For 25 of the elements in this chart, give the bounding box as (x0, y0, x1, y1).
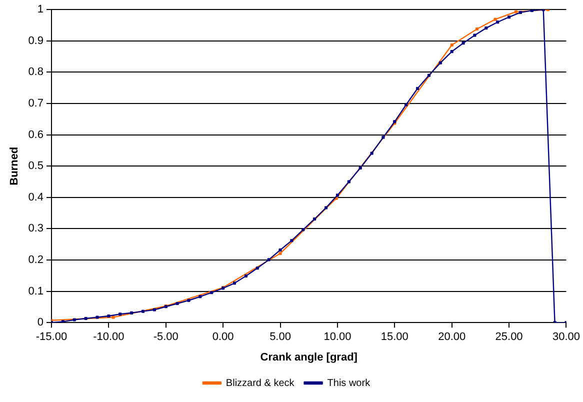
x-tick-label: 15.00 (380, 331, 408, 344)
legend-label: Blizzard & keck (226, 378, 296, 389)
x-tick-label: 30.00 (552, 331, 580, 344)
y-tick-label: 0.7 (28, 98, 44, 110)
y-tick-label: 0.5 (28, 160, 44, 172)
y-tick-label: 0.3 (28, 222, 44, 235)
x-tick-label: 5.00 (270, 331, 291, 344)
x-tick-label: 10.00 (324, 331, 352, 344)
x-tick-label: -5.00 (153, 331, 178, 344)
x-tick-label: -10.00 (93, 331, 124, 344)
y-tick-label: 0.8 (28, 66, 44, 78)
y-tick-label: 0.9 (28, 34, 44, 47)
y-tick-label: 0.4 (28, 191, 44, 204)
x-tick-label: 20.00 (438, 331, 466, 344)
y-axis-title: Burned (8, 146, 21, 186)
y-tick-label: 0.6 (28, 128, 44, 141)
x-tick-label: -15.00 (36, 331, 68, 344)
y-tick-label: 0.2 (28, 254, 44, 266)
y-tick-label: 1 (37, 4, 44, 16)
y-tick-label: 0 (37, 316, 44, 329)
legend-label: This work (327, 378, 372, 389)
x-tick-label: 0.00 (212, 331, 234, 344)
x-axis-title: Crank angle [grad] (260, 351, 358, 364)
y-tick-label: 0.1 (28, 285, 44, 298)
x-tick-label: 25.00 (495, 331, 523, 344)
